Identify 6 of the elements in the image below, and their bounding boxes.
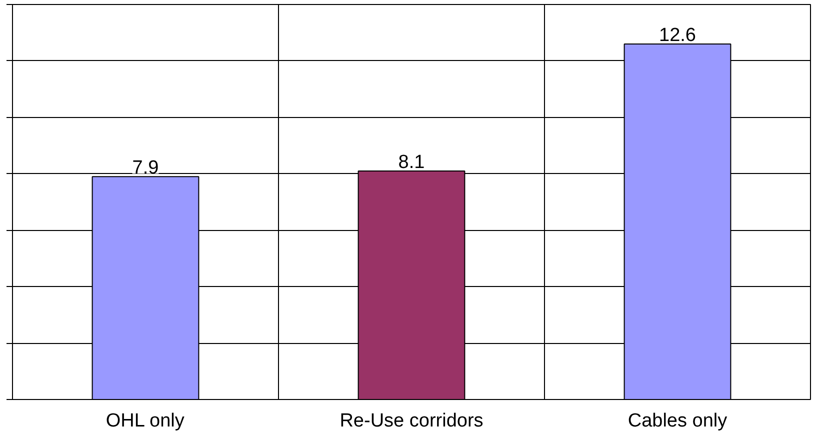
x-tick-label: Cables only: [628, 410, 728, 432]
x-tick-label: Re-Use corridors: [340, 410, 484, 432]
data-label: 12.6: [659, 25, 696, 46]
data-label: 7.9: [132, 158, 159, 179]
data-label: 8.1: [398, 152, 425, 173]
x-tick-label: OHL only: [106, 410, 185, 432]
